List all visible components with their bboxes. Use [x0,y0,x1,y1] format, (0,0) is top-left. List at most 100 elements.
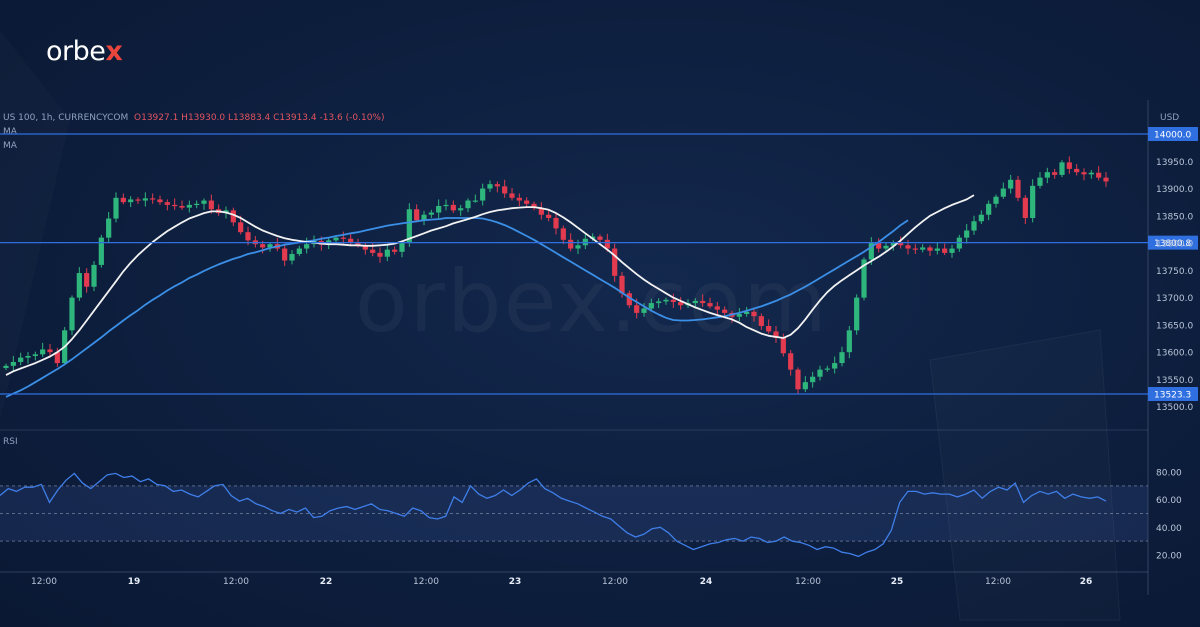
level-label: 14000.0 [1154,131,1191,141]
candle-body [824,368,830,370]
candle-body [1074,168,1080,173]
bg-wedge-right [929,329,1121,621]
candle-body [1103,177,1109,182]
time-tick-label: 26 [1080,577,1093,587]
candle-body [773,331,779,338]
candle-body [905,245,911,249]
candle-body [355,242,361,246]
candle-body [1044,172,1050,178]
candle-body [656,301,662,304]
time-tick-label: 19 [128,577,141,587]
candle-body [370,249,376,253]
price-tick-label: 13900.0 [1156,185,1193,195]
candle-body [436,205,442,213]
candle-body [186,204,192,208]
candle-body [546,214,552,218]
candle-body [18,357,24,362]
candle-body [641,308,647,313]
candle-body [487,184,493,189]
currency-label: USD [1160,113,1180,123]
candle-body [480,188,486,201]
candle-body [1066,162,1072,169]
candle-body [267,244,273,248]
candle-body [3,365,9,368]
candle-body [898,243,904,246]
price-tick-label: 13700.0 [1156,294,1193,304]
candle-body [384,249,390,257]
candle-body [612,248,618,276]
candle-body [604,239,610,249]
level-label-bg [1148,387,1198,401]
candle-body [707,303,713,307]
candle-body [208,200,214,210]
candle-body [626,293,632,306]
candle-body [157,199,163,203]
candle-body [296,248,302,254]
ma-label-1: MA [3,127,17,137]
ohlc-readout: O13927.1 H13930.0 L13883.4 C13913.4 -13.… [134,113,385,123]
candle-body [700,300,706,304]
time-tick-label: 12:00 [602,577,628,587]
level-label: 13523.3 [1154,391,1191,401]
ma-fast-line [5,194,975,376]
candle-body [692,300,698,304]
candle-body [282,248,288,261]
rsi-tick-label: 80.00 [1156,469,1182,479]
candle-body [245,232,251,241]
candle-body [1096,172,1102,178]
candle-body [788,353,794,370]
candle-body [524,200,530,204]
candle-body [340,237,346,239]
time-tick-label: 12:00 [985,577,1011,587]
candle-body [744,311,750,314]
candle-body [142,198,148,201]
candle-body [714,306,720,310]
candle-body [472,200,478,202]
rsi-tick-label: 20.00 [1156,552,1182,562]
time-tick-label: 12:00 [31,577,57,587]
price-tick-label: 13950.0 [1156,158,1193,168]
candle-body [421,214,427,221]
candle-body [333,237,339,241]
time-tick-label: 25 [891,577,904,587]
ma-slow-line [5,217,909,398]
rsi-tick-label: 60.00 [1156,496,1182,506]
candle-body [531,203,537,209]
candle-body [846,330,852,353]
candle-body [1000,188,1006,197]
candle-body [516,197,522,201]
time-tick-label: 23 [509,577,522,587]
candle-body [868,243,874,260]
candle-body [179,205,185,208]
candle-body [986,203,992,215]
candle-body [450,204,456,211]
candle-body [1037,177,1043,186]
candle-body [84,273,90,287]
level-label-bg [1148,235,1198,250]
candle-body [832,363,838,369]
candle-body [1022,197,1028,218]
candle-body [106,218,112,238]
candle-body [876,243,882,249]
candle-body [1030,185,1036,218]
candle-body [128,199,134,203]
candle-body [722,309,728,313]
price-tick-label: 13650.0 [1156,321,1193,331]
instrument-header: US 100, 1h, CURRENCYCOM O13927.1 H13930.… [3,113,385,123]
candle-body [1052,172,1058,175]
candle-body [348,238,354,243]
candle-body [47,349,53,353]
candle-body [201,200,207,204]
candle-body [1015,179,1021,198]
candle-body [32,354,38,356]
candle-body [392,249,398,252]
candle-body [810,376,816,383]
candle-body [817,369,823,377]
candle-body [494,184,500,187]
candle-body [1059,162,1065,175]
candle-body [406,209,412,244]
candle-body [575,245,581,249]
candle-body [120,197,126,203]
